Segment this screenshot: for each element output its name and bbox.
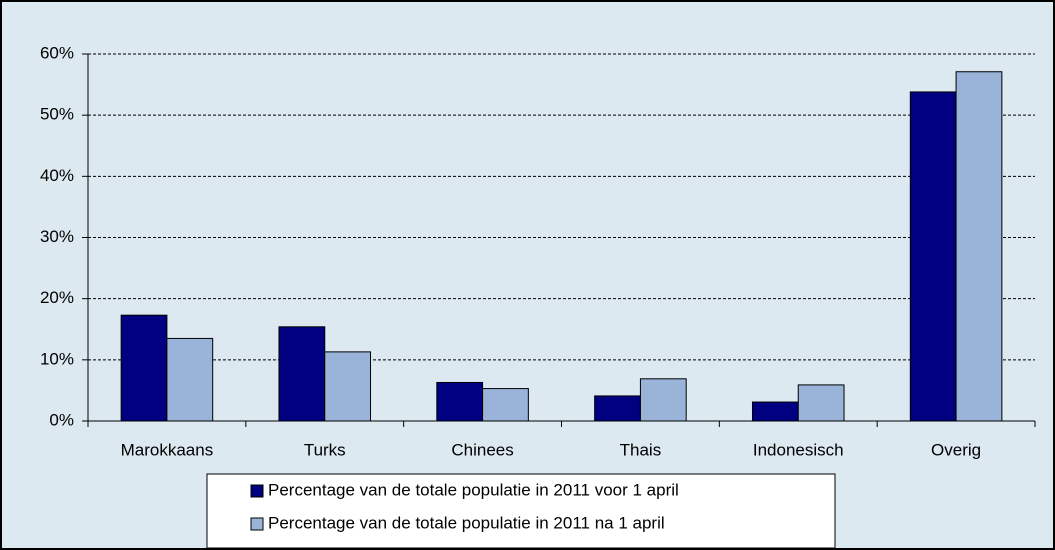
bar xyxy=(797,384,845,422)
y-tick-label: 10% xyxy=(40,349,74,368)
bar xyxy=(482,388,529,422)
bar xyxy=(955,71,1003,422)
y-tick-label: 0% xyxy=(49,410,74,429)
legend-swatch xyxy=(250,484,264,498)
x-tick-label: Thais xyxy=(620,440,662,459)
y-tick-label: 30% xyxy=(40,227,74,246)
bar xyxy=(120,314,168,422)
y-tick-label: 20% xyxy=(40,288,74,307)
legend-swatch xyxy=(250,517,264,531)
legend-box xyxy=(206,473,836,549)
x-tick-label: Marokkaans xyxy=(121,440,214,459)
bar xyxy=(166,337,214,422)
bar xyxy=(594,395,641,422)
y-tick-label: 50% xyxy=(40,105,74,124)
bar xyxy=(751,401,799,422)
bar xyxy=(278,326,326,422)
bar xyxy=(324,351,372,422)
y-tick-label: 40% xyxy=(40,166,74,185)
x-tick-label: Turks xyxy=(304,440,346,459)
x-tick-label: Overig xyxy=(931,440,981,459)
x-tick-label: Indonesisch xyxy=(753,440,844,459)
bar xyxy=(909,91,957,422)
y-tick-label: 60% xyxy=(40,43,74,62)
x-tick-label: Chinees xyxy=(451,440,513,459)
bar xyxy=(436,381,484,422)
bar xyxy=(639,378,687,422)
legend-label: Percentage van de totale populatie in 20… xyxy=(268,513,665,532)
legend-label: Percentage van de totale populatie in 20… xyxy=(268,480,679,499)
